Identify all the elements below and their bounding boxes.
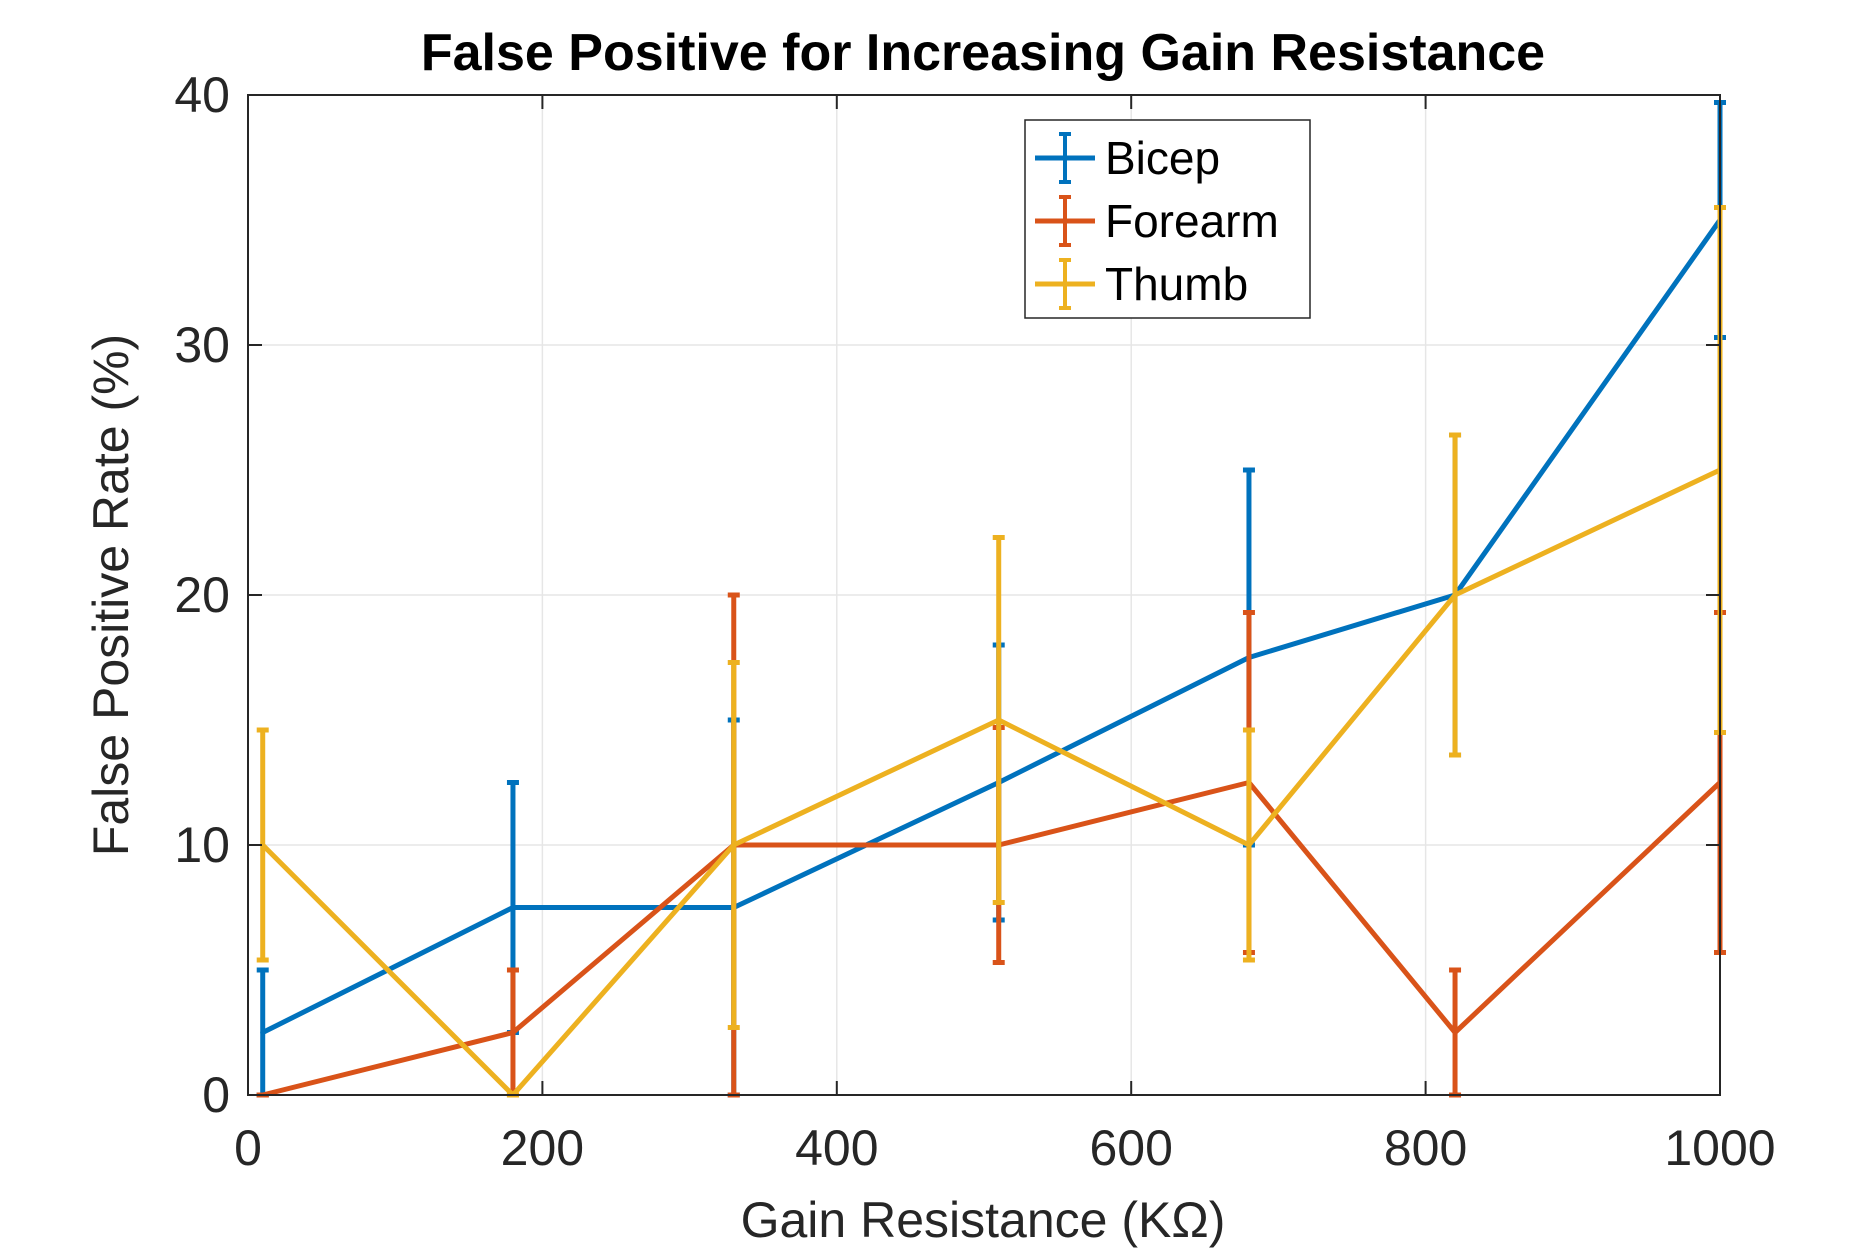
y-tick-label: 30 [174,317,230,373]
x-tick-label: 400 [795,1120,878,1176]
series-forearm [256,592,1726,1098]
legend-label: Bicep [1105,132,1220,184]
series-line-thumb [260,467,1722,1098]
series-line-forearm [262,780,1722,1098]
x-tick-label: 0 [234,1120,262,1176]
y-tick-label: 40 [174,67,230,123]
data-point [510,905,516,910]
y-tick-label: 0 [202,1067,230,1123]
legend-item-thumb: Thumb [1035,258,1248,310]
grid [247,94,1721,1096]
data-point [510,1030,516,1035]
data-point [260,1030,266,1035]
data-point [731,842,737,848]
data-point [1452,1030,1458,1035]
x-tick-label: 600 [1089,1120,1172,1176]
legend-item-forearm: Forearm [1035,195,1279,247]
data-point [996,717,1002,723]
legend-item-bicep: Bicep [1035,132,1220,184]
x-tick-label: 200 [501,1120,584,1176]
series-bicep [256,100,1726,1098]
legend-label: Thumb [1105,258,1248,310]
legend-label: Forearm [1105,195,1279,247]
data-point [1246,842,1252,848]
data-point [260,842,266,848]
x-axis-label: Gain Resistance (KΩ) [741,1192,1226,1248]
data-point [1452,592,1458,598]
x-tick-label: 800 [1384,1120,1467,1176]
x-tick-label: 1000 [1664,1120,1775,1176]
series-layer [256,100,1726,1098]
y-tick-label: 20 [174,567,230,623]
series-line-bicep [261,218,1723,1035]
series-thumb [256,205,1726,1098]
legend: Bicep Forearm Thumb [1024,119,1311,319]
ticks: 0 200 400 600 800 1000 0 10 20 30 40 [174,67,1775,1176]
chart-title: False Positive for Increasing Gain Resis… [421,24,1545,82]
y-tick-label: 10 [174,817,230,873]
y-axis-label: False Positive Rate (%) [83,334,139,856]
